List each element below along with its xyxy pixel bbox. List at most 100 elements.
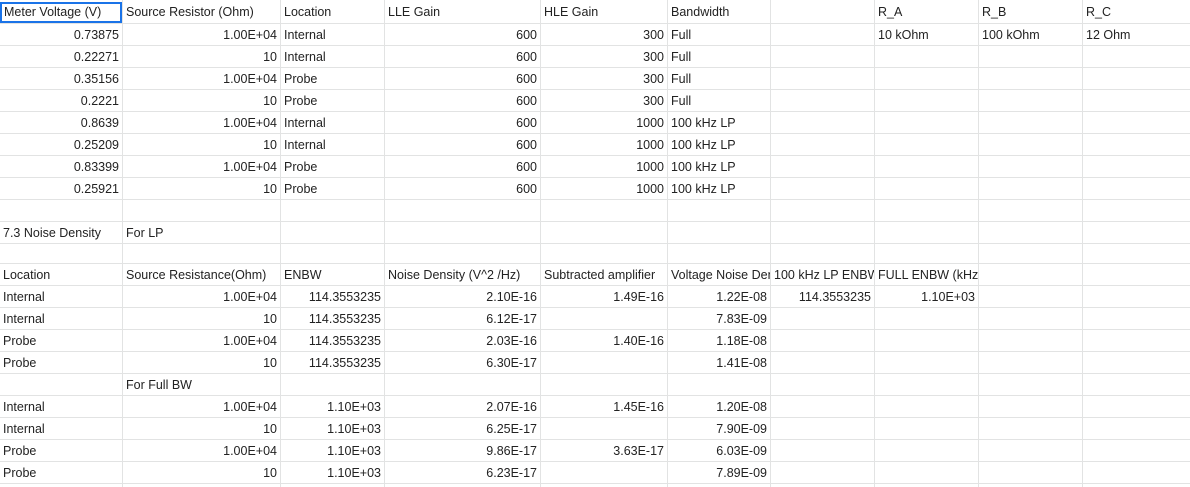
cell-a13[interactable]: Location [3, 267, 51, 282]
cell-f9[interactable]: 100 kHz LP [671, 181, 736, 196]
cell-a9[interactable]: 0.25921 [73, 181, 119, 196]
cell-j2[interactable]: 12 Ohm [1086, 27, 1131, 42]
cell-f22[interactable]: 7.89E-09 [716, 465, 767, 480]
cell-b15[interactable]: 10 [263, 311, 277, 326]
cell-c13[interactable]: ENBW [284, 267, 322, 282]
cell-a21[interactable]: Probe [3, 443, 37, 458]
cell-d17[interactable]: 6.30E-17 [486, 355, 537, 370]
cell-c16[interactable]: 114.3553235 [308, 333, 381, 348]
cell-c15[interactable]: 114.3553235 [308, 311, 381, 326]
cell-d19[interactable]: 2.07E-16 [486, 399, 537, 414]
cell-f21[interactable]: 6.03E-09 [716, 443, 767, 458]
cell-f1[interactable]: Bandwidth [671, 4, 730, 19]
cell-a1[interactable]: Meter Voltage (V) [0, 1, 122, 23]
cell-f20[interactable]: 7.90E-09 [716, 421, 767, 436]
cell-f4[interactable]: Full [671, 71, 692, 86]
cell-d21[interactable]: 9.86E-17 [486, 443, 537, 458]
cell-a20[interactable]: Internal [3, 421, 45, 436]
cell-b18[interactable]: For Full BW [126, 377, 192, 392]
cell-b16[interactable]: 1.00E+04 [223, 333, 277, 348]
cell-a5[interactable]: 0.2221 [80, 93, 119, 108]
cell-e13[interactable]: Subtracted amplifier [544, 267, 656, 282]
cell-d1[interactable]: LLE Gain [388, 4, 441, 19]
cell-c22[interactable]: 1.10E+03 [327, 465, 381, 480]
cell-f2[interactable]: Full [671, 27, 692, 42]
cell-d14[interactable]: 2.10E-16 [486, 289, 537, 304]
cell-d6[interactable]: 600 [516, 115, 537, 130]
cell-e9[interactable]: 1000 [636, 181, 664, 196]
cell-g13[interactable]: 100 kHz LP ENBW [774, 267, 874, 282]
cell-a6[interactable]: 0.8639 [80, 115, 119, 130]
cell-b14[interactable]: 1.00E+04 [223, 289, 277, 304]
cell-e14[interactable]: 1.49E-16 [613, 289, 664, 304]
cell-c2[interactable]: Internal [284, 27, 326, 42]
cell-b1[interactable]: Source Resistor (Ohm) [126, 4, 254, 19]
cell-h2[interactable]: 10 kOhm [878, 27, 929, 42]
cell-b9[interactable]: 10 [263, 181, 277, 196]
cell-c14[interactable]: 114.3553235 [308, 289, 381, 304]
cell-c21[interactable]: 1.10E+03 [327, 443, 381, 458]
cell-f19[interactable]: 1.20E-08 [716, 399, 767, 414]
cell-c4[interactable]: Probe [284, 71, 318, 86]
cell-d8[interactable]: 600 [516, 159, 537, 174]
cell-a3[interactable]: 0.22271 [73, 49, 119, 64]
cell-f16[interactable]: 1.18E-08 [716, 333, 767, 348]
cell-e8[interactable]: 1000 [636, 159, 664, 174]
cell-e7[interactable]: 1000 [636, 137, 664, 152]
cell-d13[interactable]: Noise Density (V^2 /Hz) [388, 267, 521, 282]
cell-e5[interactable]: 300 [643, 93, 664, 108]
cell-b7[interactable]: 10 [263, 137, 277, 152]
cell-b4[interactable]: 1.00E+04 [223, 71, 277, 86]
cell-f17[interactable]: 1.41E-08 [716, 355, 767, 370]
cell-e2[interactable]: 300 [643, 27, 664, 42]
cell-a11[interactable]: 7.3 Noise Density [3, 225, 101, 240]
cell-f6[interactable]: 100 kHz LP [671, 115, 736, 130]
cell-e4[interactable]: 300 [643, 71, 664, 86]
cell-f15[interactable]: 7.83E-09 [716, 311, 767, 326]
cell-d3[interactable]: 600 [516, 49, 537, 64]
cell-h13[interactable]: FULL ENBW (kHz) [878, 267, 978, 282]
cell-c17[interactable]: 114.3553235 [308, 355, 381, 370]
cell-b19[interactable]: 1.00E+04 [223, 399, 277, 414]
cell-a15[interactable]: Internal [3, 311, 45, 326]
cell-e6[interactable]: 1000 [636, 115, 664, 130]
cell-d16[interactable]: 2.03E-16 [486, 333, 537, 348]
cell-c1[interactable]: Location [284, 4, 332, 19]
cell-d2[interactable]: 600 [516, 27, 537, 42]
cell-f7[interactable]: 100 kHz LP [671, 137, 736, 152]
cell-b11[interactable]: For LP [126, 225, 164, 240]
cell-f8[interactable]: 100 kHz LP [671, 159, 736, 174]
cell-f5[interactable]: Full [671, 93, 692, 108]
cell-c7[interactable]: Internal [284, 137, 326, 152]
cell-a22[interactable]: Probe [3, 465, 37, 480]
cell-b21[interactable]: 1.00E+04 [223, 443, 277, 458]
cell-d5[interactable]: 600 [516, 93, 537, 108]
cell-a14[interactable]: Internal [3, 289, 45, 304]
cell-d20[interactable]: 6.25E-17 [486, 421, 537, 436]
cell-a2[interactable]: 0.73875 [73, 27, 119, 42]
cell-a16[interactable]: Probe [3, 333, 37, 348]
cell-b5[interactable]: 10 [263, 93, 277, 108]
cell-i2[interactable]: 100 kOhm [982, 27, 1040, 42]
cell-a4[interactable]: 0.35156 [73, 71, 119, 86]
cell-c3[interactable]: Internal [284, 49, 326, 64]
cell-b2[interactable]: 1.00E+04 [223, 27, 277, 42]
cell-f3[interactable]: Full [671, 49, 692, 64]
cell-g14[interactable]: 114.3553235 [798, 289, 871, 304]
cell-e3[interactable]: 300 [643, 49, 664, 64]
cell-b6[interactable]: 1.00E+04 [223, 115, 277, 130]
cell-d22[interactable]: 6.23E-17 [486, 465, 537, 480]
cell-h14[interactable]: 1.10E+03 [921, 289, 975, 304]
cell-c6[interactable]: Internal [284, 115, 326, 130]
cell-c8[interactable]: Probe [284, 159, 318, 174]
cell-b8[interactable]: 1.00E+04 [223, 159, 277, 174]
cell-b20[interactable]: 10 [263, 421, 277, 436]
cell-d15[interactable]: 6.12E-17 [486, 311, 537, 326]
cell-e16[interactable]: 1.40E-16 [613, 333, 664, 348]
cell-e1[interactable]: HLE Gain [544, 4, 599, 19]
cell-j1[interactable]: R_C [1086, 4, 1112, 19]
cell-d4[interactable]: 600 [516, 71, 537, 86]
cell-b22[interactable]: 10 [263, 465, 277, 480]
cell-h1[interactable]: R_A [878, 4, 903, 19]
